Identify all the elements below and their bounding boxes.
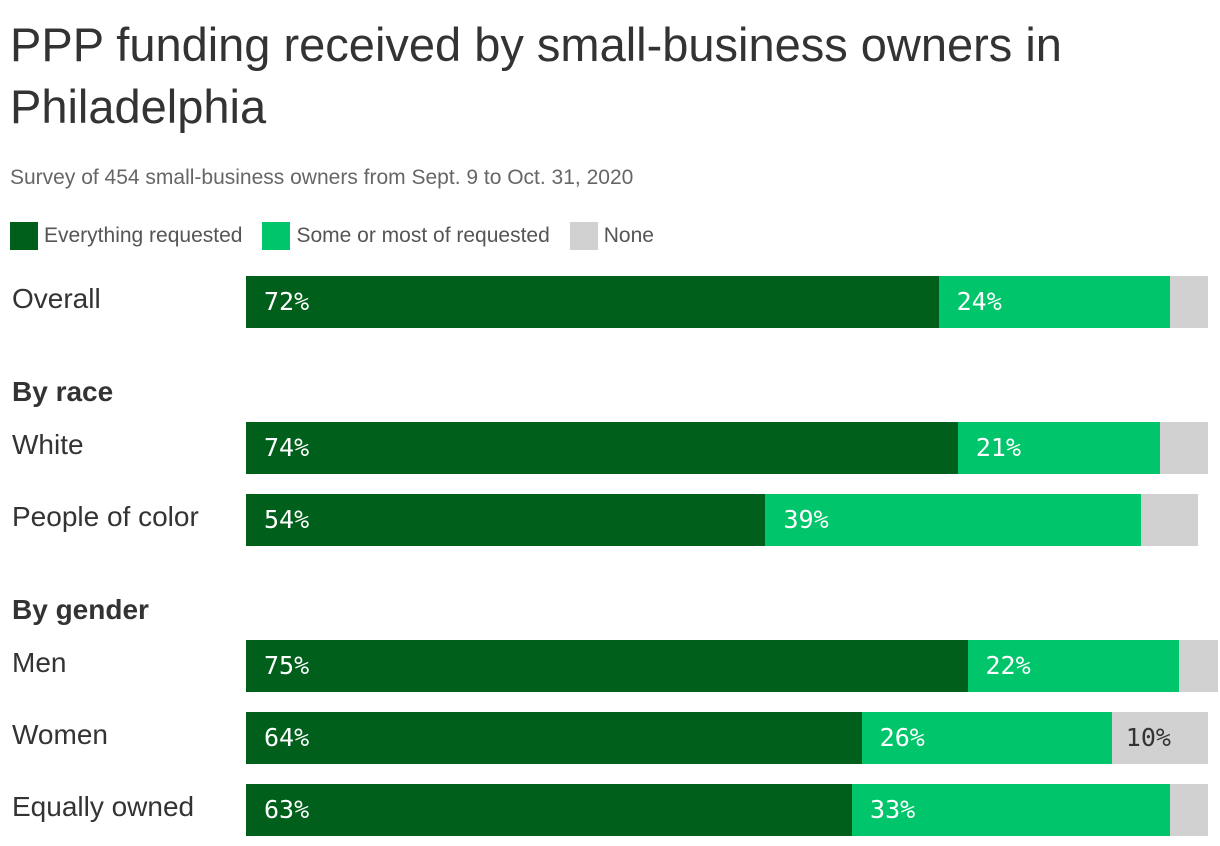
legend-swatch-everything <box>10 222 38 250</box>
data-label: 64% <box>264 723 310 752</box>
data-label: 33% <box>870 795 916 824</box>
stacked-bar: 75% 22% <box>246 640 1218 692</box>
bar-segment-everything: 72% <box>246 276 939 328</box>
legend-label-everything: Everything requested <box>44 224 243 247</box>
bar-segment-some: 33% <box>852 784 1170 836</box>
stacked-bar: 74% 21% <box>246 422 1208 474</box>
data-label: 24% <box>956 287 1002 316</box>
bar-segment-none <box>1140 494 1199 546</box>
row-label: White <box>12 429 84 460</box>
legend: Everything requested Some or most of req… <box>10 222 674 250</box>
legend-swatch-some <box>262 222 291 250</box>
legend-label-some: Some or most of requested <box>296 224 550 247</box>
data-label: 39% <box>783 505 829 534</box>
data-label: 26% <box>879 723 925 752</box>
row-label: People of color <box>12 501 199 532</box>
data-label: 22% <box>985 651 1031 680</box>
group-heading: By gender <box>12 594 149 625</box>
data-label: 21% <box>975 433 1022 462</box>
bar-segment-none <box>1169 276 1208 328</box>
bar-segment-some: 39% <box>765 494 1141 546</box>
stacked-bar: 63% 33% <box>246 784 1208 836</box>
data-label: 63% <box>264 795 310 824</box>
bar-segment-everything: 74% <box>246 422 958 474</box>
bar-segment-none <box>1179 640 1218 692</box>
legend-swatch-none <box>569 222 598 250</box>
data-label: 72% <box>264 287 310 316</box>
bar-segment-everything: 75% <box>246 640 968 692</box>
row-label: Equally owned <box>12 791 195 822</box>
bar-segment-some: 24% <box>938 276 1170 328</box>
row-label: Men <box>12 647 67 678</box>
data-label: 74% <box>264 433 310 462</box>
stacked-bar: 54% 39% <box>246 494 1199 546</box>
bar-segment-everything: 64% <box>246 712 862 764</box>
legend-item-everything: Everything requested <box>10 222 242 250</box>
bar-segment-none: 10% <box>1111 712 1208 764</box>
data-label: 10% <box>1125 723 1171 752</box>
bar-segment-none <box>1169 784 1208 836</box>
stacked-bar: 64% 26% 10% <box>246 712 1208 764</box>
bar-segment-some: 26% <box>861 712 1112 764</box>
row-label: Women <box>12 719 108 750</box>
chart-subtitle: Survey of 454 small‑business owners from… <box>10 166 634 189</box>
legend-item-none: None <box>569 222 654 250</box>
data-label: 54% <box>264 505 310 534</box>
legend-item-some: Some or most of requested <box>262 222 550 250</box>
bar-segment-everything: 54% <box>246 494 766 546</box>
bar-segment-everything: 63% <box>246 784 853 836</box>
bar-segment-none <box>1159 422 1208 474</box>
bar-segment-some: 21% <box>957 422 1160 474</box>
legend-label-none: None <box>603 224 654 247</box>
bar-segment-some: 22% <box>967 640 1180 692</box>
row-label: Overall <box>12 283 101 314</box>
stacked-bar: 72% 24% <box>246 276 1208 328</box>
group-heading: By race <box>12 376 114 407</box>
data-label: 75% <box>264 651 310 680</box>
chart-title: PPP funding received by small‑business o… <box>10 18 1062 133</box>
